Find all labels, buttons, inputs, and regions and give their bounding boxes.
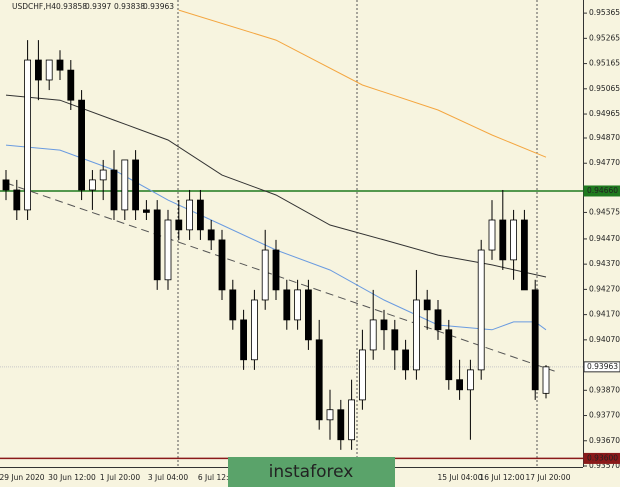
indicator-line xyxy=(178,9,547,158)
candle-body xyxy=(348,399,356,441)
candle-body xyxy=(499,219,507,261)
price-label-box xyxy=(583,361,620,373)
candle-body xyxy=(337,409,345,441)
y-tick-label: 0.95065 xyxy=(589,84,620,93)
indicator-line xyxy=(5,182,557,373)
candle-body xyxy=(164,219,172,281)
candle-body xyxy=(110,169,118,211)
candle-body xyxy=(542,366,550,394)
y-tick-label: 0.94370 xyxy=(589,259,620,268)
candle-body xyxy=(142,209,150,213)
x-tick-label: 17 Jul 20:00 xyxy=(526,473,571,482)
candle-body xyxy=(510,219,518,261)
candle-body xyxy=(521,219,528,291)
header-value: 0.93858 xyxy=(56,2,87,11)
y-tick-label: 0.94270 xyxy=(589,284,620,293)
price-label: 0.93600 xyxy=(587,453,618,462)
x-tick-label: 30 Jun 12:00 xyxy=(48,473,96,482)
price-label: 0.94660 xyxy=(587,186,618,195)
watermark-box xyxy=(228,457,395,487)
y-tick-label: 0.93870 xyxy=(589,385,620,394)
indicator-line xyxy=(5,94,547,278)
candle-body xyxy=(121,159,129,211)
candle-body xyxy=(412,299,420,371)
y-tick-label: 0.94575 xyxy=(589,207,620,216)
price-label: 0.93963 xyxy=(587,362,618,371)
candle-body xyxy=(283,289,291,321)
candle-body xyxy=(380,319,388,331)
candle-body xyxy=(250,299,258,361)
watermark: instaforex xyxy=(269,462,354,482)
candle-body xyxy=(369,319,377,351)
header-value: 0.9397 xyxy=(85,2,111,11)
candle-body xyxy=(488,219,496,251)
candle-body xyxy=(294,289,302,321)
candle-body xyxy=(466,369,474,391)
candle-body xyxy=(186,199,194,231)
x-tick-label: 29 Jun 2020 xyxy=(0,473,45,482)
candle-body xyxy=(89,179,96,191)
candle-body xyxy=(45,59,53,81)
candle-body xyxy=(56,59,64,71)
x-tick-label: 3 Jul 04:00 xyxy=(148,473,188,482)
candle-body xyxy=(99,169,107,181)
candle-body xyxy=(2,179,10,191)
candle-body xyxy=(445,329,453,381)
candle-body xyxy=(132,159,140,211)
candle-body xyxy=(272,249,280,291)
y-tick-label: 0.94870 xyxy=(589,133,620,142)
price-label-box xyxy=(583,452,620,464)
candle-body xyxy=(402,349,410,371)
y-tick-label: 0.94470 xyxy=(589,234,620,243)
candle-body xyxy=(456,379,464,391)
price-label-box xyxy=(583,185,620,197)
y-tick-label: 0.94770 xyxy=(589,158,620,167)
y-tick-label: 0.95365 xyxy=(589,8,620,17)
y-tick-label: 0.95165 xyxy=(589,59,620,68)
y-tick-label: 0.93570 xyxy=(589,461,620,470)
candle-body xyxy=(423,299,431,311)
candle-body xyxy=(326,409,334,421)
candle-body xyxy=(304,289,312,341)
candle-body xyxy=(196,199,204,231)
candle-body xyxy=(13,189,21,211)
y-tick-label: 0.94070 xyxy=(589,335,620,344)
candle-body xyxy=(358,349,366,401)
x-tick-label: 15 Jul 04:00 xyxy=(438,473,483,482)
candle-body xyxy=(207,229,215,241)
header-value: 0.93838 xyxy=(114,2,145,11)
y-tick-label: 0.95265 xyxy=(589,33,620,42)
candle-body xyxy=(531,289,539,391)
candle-body xyxy=(78,99,85,191)
candle-body xyxy=(434,309,442,331)
candle-body xyxy=(240,319,248,361)
symbol: USDCHF,H4 xyxy=(12,2,56,11)
x-tick-label: 6 Jul 12:00 xyxy=(198,473,238,482)
candle-body xyxy=(35,59,42,81)
candle-body xyxy=(175,219,183,231)
candle-body xyxy=(315,339,323,421)
y-tick-label: 0.94170 xyxy=(589,310,620,319)
header-value: 0.93963 xyxy=(143,2,174,11)
y-tick-label: 0.93670 xyxy=(589,436,620,445)
candle-body xyxy=(218,239,226,291)
y-tick-label: 0.94965 xyxy=(589,109,620,118)
candle-body xyxy=(24,59,32,211)
candle-body xyxy=(477,249,485,371)
candle-body xyxy=(67,69,75,101)
candle-body xyxy=(391,329,399,351)
candle-body xyxy=(261,249,269,301)
plot xyxy=(0,9,583,460)
x-tick-label: 1 Jul 20:00 xyxy=(100,473,140,482)
y-tick-label: 0.93770 xyxy=(589,411,620,420)
x-tick-label: 16 Jul 12:00 xyxy=(480,473,525,482)
candle-body xyxy=(153,209,161,281)
candle-body xyxy=(229,289,237,321)
